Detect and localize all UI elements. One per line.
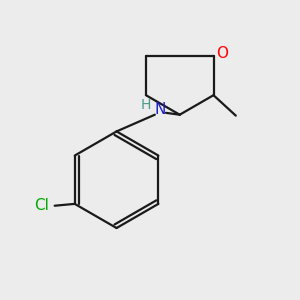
- Text: N: N: [155, 102, 166, 117]
- Text: Cl: Cl: [34, 198, 49, 213]
- Text: O: O: [216, 46, 228, 61]
- Text: H: H: [141, 98, 152, 112]
